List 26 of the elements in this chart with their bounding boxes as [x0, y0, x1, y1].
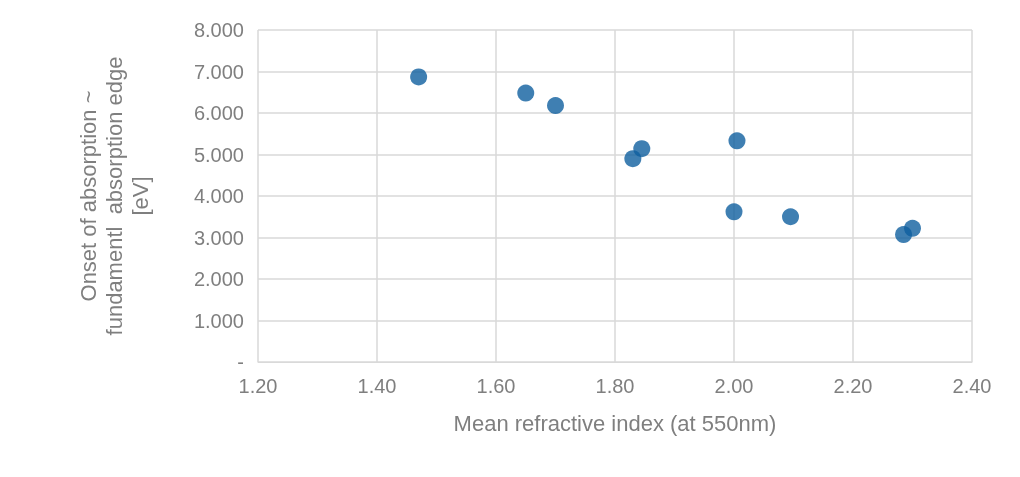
- y-tick-label: 2.000: [193, 268, 244, 290]
- y-tick-label: 5.000: [193, 143, 244, 166]
- y-tick-label: 7.000: [193, 60, 244, 83]
- point: [547, 97, 564, 115]
- x-tick-label: 2.40: [952, 375, 992, 397]
- x-tick-label: 2.20: [833, 375, 873, 397]
- x-tick-label: 2.00: [714, 375, 754, 397]
- point: [725, 203, 743, 221]
- y-tick-label: 6.000: [193, 102, 244, 124]
- point: [633, 140, 651, 158]
- y-tick-label: 1.000: [193, 309, 244, 332]
- y-tick-label: 8.000: [193, 19, 244, 41]
- point: [410, 68, 428, 86]
- y-tick-label: 4.000: [193, 185, 244, 207]
- x-tick-label: 1.20: [238, 375, 278, 397]
- x-tick-label: 1.40: [357, 375, 397, 397]
- point: [904, 219, 921, 237]
- y-tick-label: 3.000: [193, 226, 244, 249]
- point: [517, 84, 535, 102]
- x-tick-label: 1.60: [476, 375, 516, 397]
- x-tick-label: 1.80: [595, 375, 635, 397]
- y-tick-label: -: [237, 351, 244, 373]
- y-axis-title: Onset of absorption ~ fundamentl absorption edge [eV]: [75, 56, 153, 336]
- point: [728, 132, 746, 150]
- point: [782, 208, 800, 226]
- x-axis-title: Mean refractive index (at 550nm): [453, 410, 777, 436]
